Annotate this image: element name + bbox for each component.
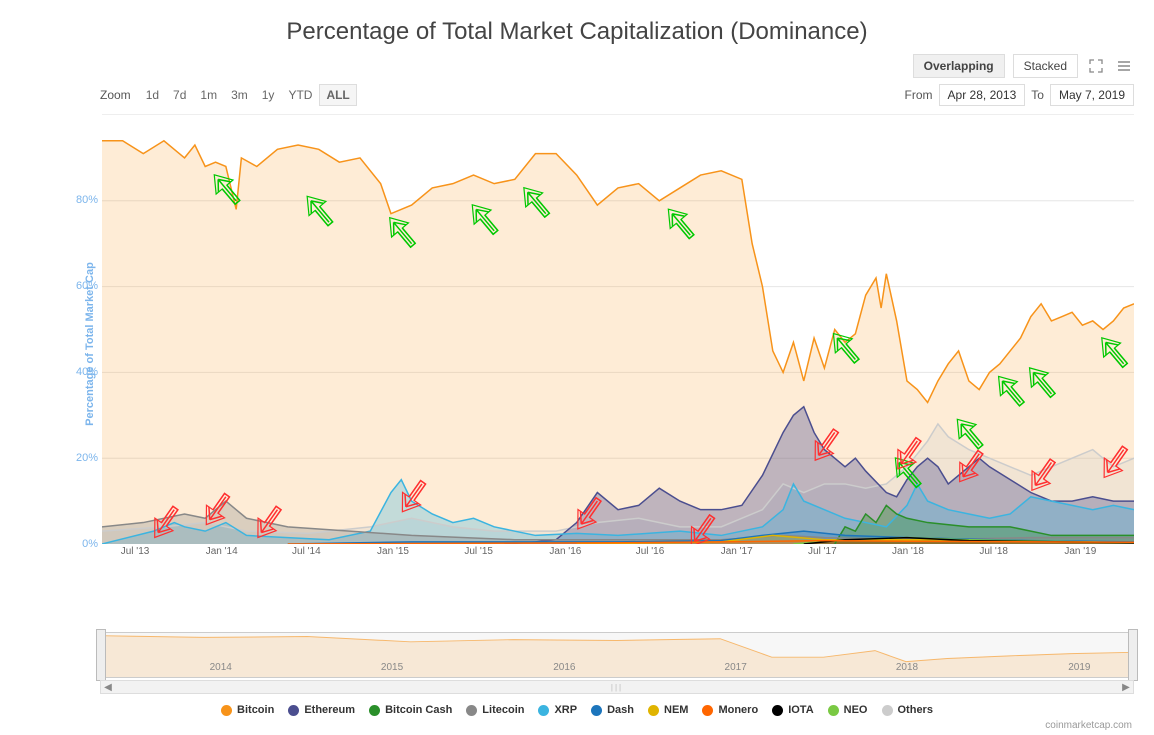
zoom-1d-button[interactable]: 1d xyxy=(139,84,166,106)
chart-legend: BitcoinEthereumBitcoin CashLitecoinXRPDa… xyxy=(0,694,1154,720)
nav-handle-right[interactable] xyxy=(1128,629,1138,681)
zoom-1m-button[interactable]: 1m xyxy=(193,84,224,106)
zoom-ytd-button[interactable]: YTD xyxy=(281,84,319,106)
zoom-label: Zoom xyxy=(100,88,131,102)
stacked-button[interactable]: Stacked xyxy=(1013,54,1078,78)
nav-handle-left[interactable] xyxy=(96,629,106,681)
menu-icon[interactable] xyxy=(1114,56,1134,76)
to-label: To xyxy=(1031,88,1044,102)
from-label: From xyxy=(905,88,933,102)
zoom-7d-button[interactable]: 7d xyxy=(166,84,193,106)
nav-scrollbar[interactable]: ◀ ||| ▶ xyxy=(100,680,1134,694)
zoom-all-button[interactable]: ALL xyxy=(319,84,356,106)
chart-title: Percentage of Total Market Capitalizatio… xyxy=(0,0,1154,54)
attribution: coinmarketcap.com xyxy=(0,720,1154,735)
zoom-3m-button[interactable]: 3m xyxy=(224,84,255,106)
zoom-row: Zoom 1d7d1m3m1yYTDALL From Apr 28, 2013 … xyxy=(0,84,1154,106)
y-axis-ticks: 0%20%40%60%80% xyxy=(62,114,102,544)
overlapping-button[interactable]: Overlapping xyxy=(913,54,1005,78)
mode-controls: Overlapping Stacked xyxy=(0,54,1154,84)
scroll-right-icon[interactable]: ▶ xyxy=(1119,682,1133,693)
from-date-input[interactable]: Apr 28, 2013 xyxy=(939,84,1026,106)
to-date-input[interactable]: May 7, 2019 xyxy=(1050,84,1134,106)
scroll-left-icon[interactable]: ◀ xyxy=(101,682,115,693)
fullscreen-icon[interactable] xyxy=(1086,56,1106,76)
zoom-1y-button[interactable]: 1y xyxy=(255,84,282,106)
chart-plot-area[interactable] xyxy=(102,114,1134,544)
range-navigator[interactable]: 201420152016201720182019 xyxy=(100,632,1134,678)
x-axis-ticks: Jul '13Jan '14Jul '14Jan '15Jul '15Jan '… xyxy=(102,546,1134,564)
